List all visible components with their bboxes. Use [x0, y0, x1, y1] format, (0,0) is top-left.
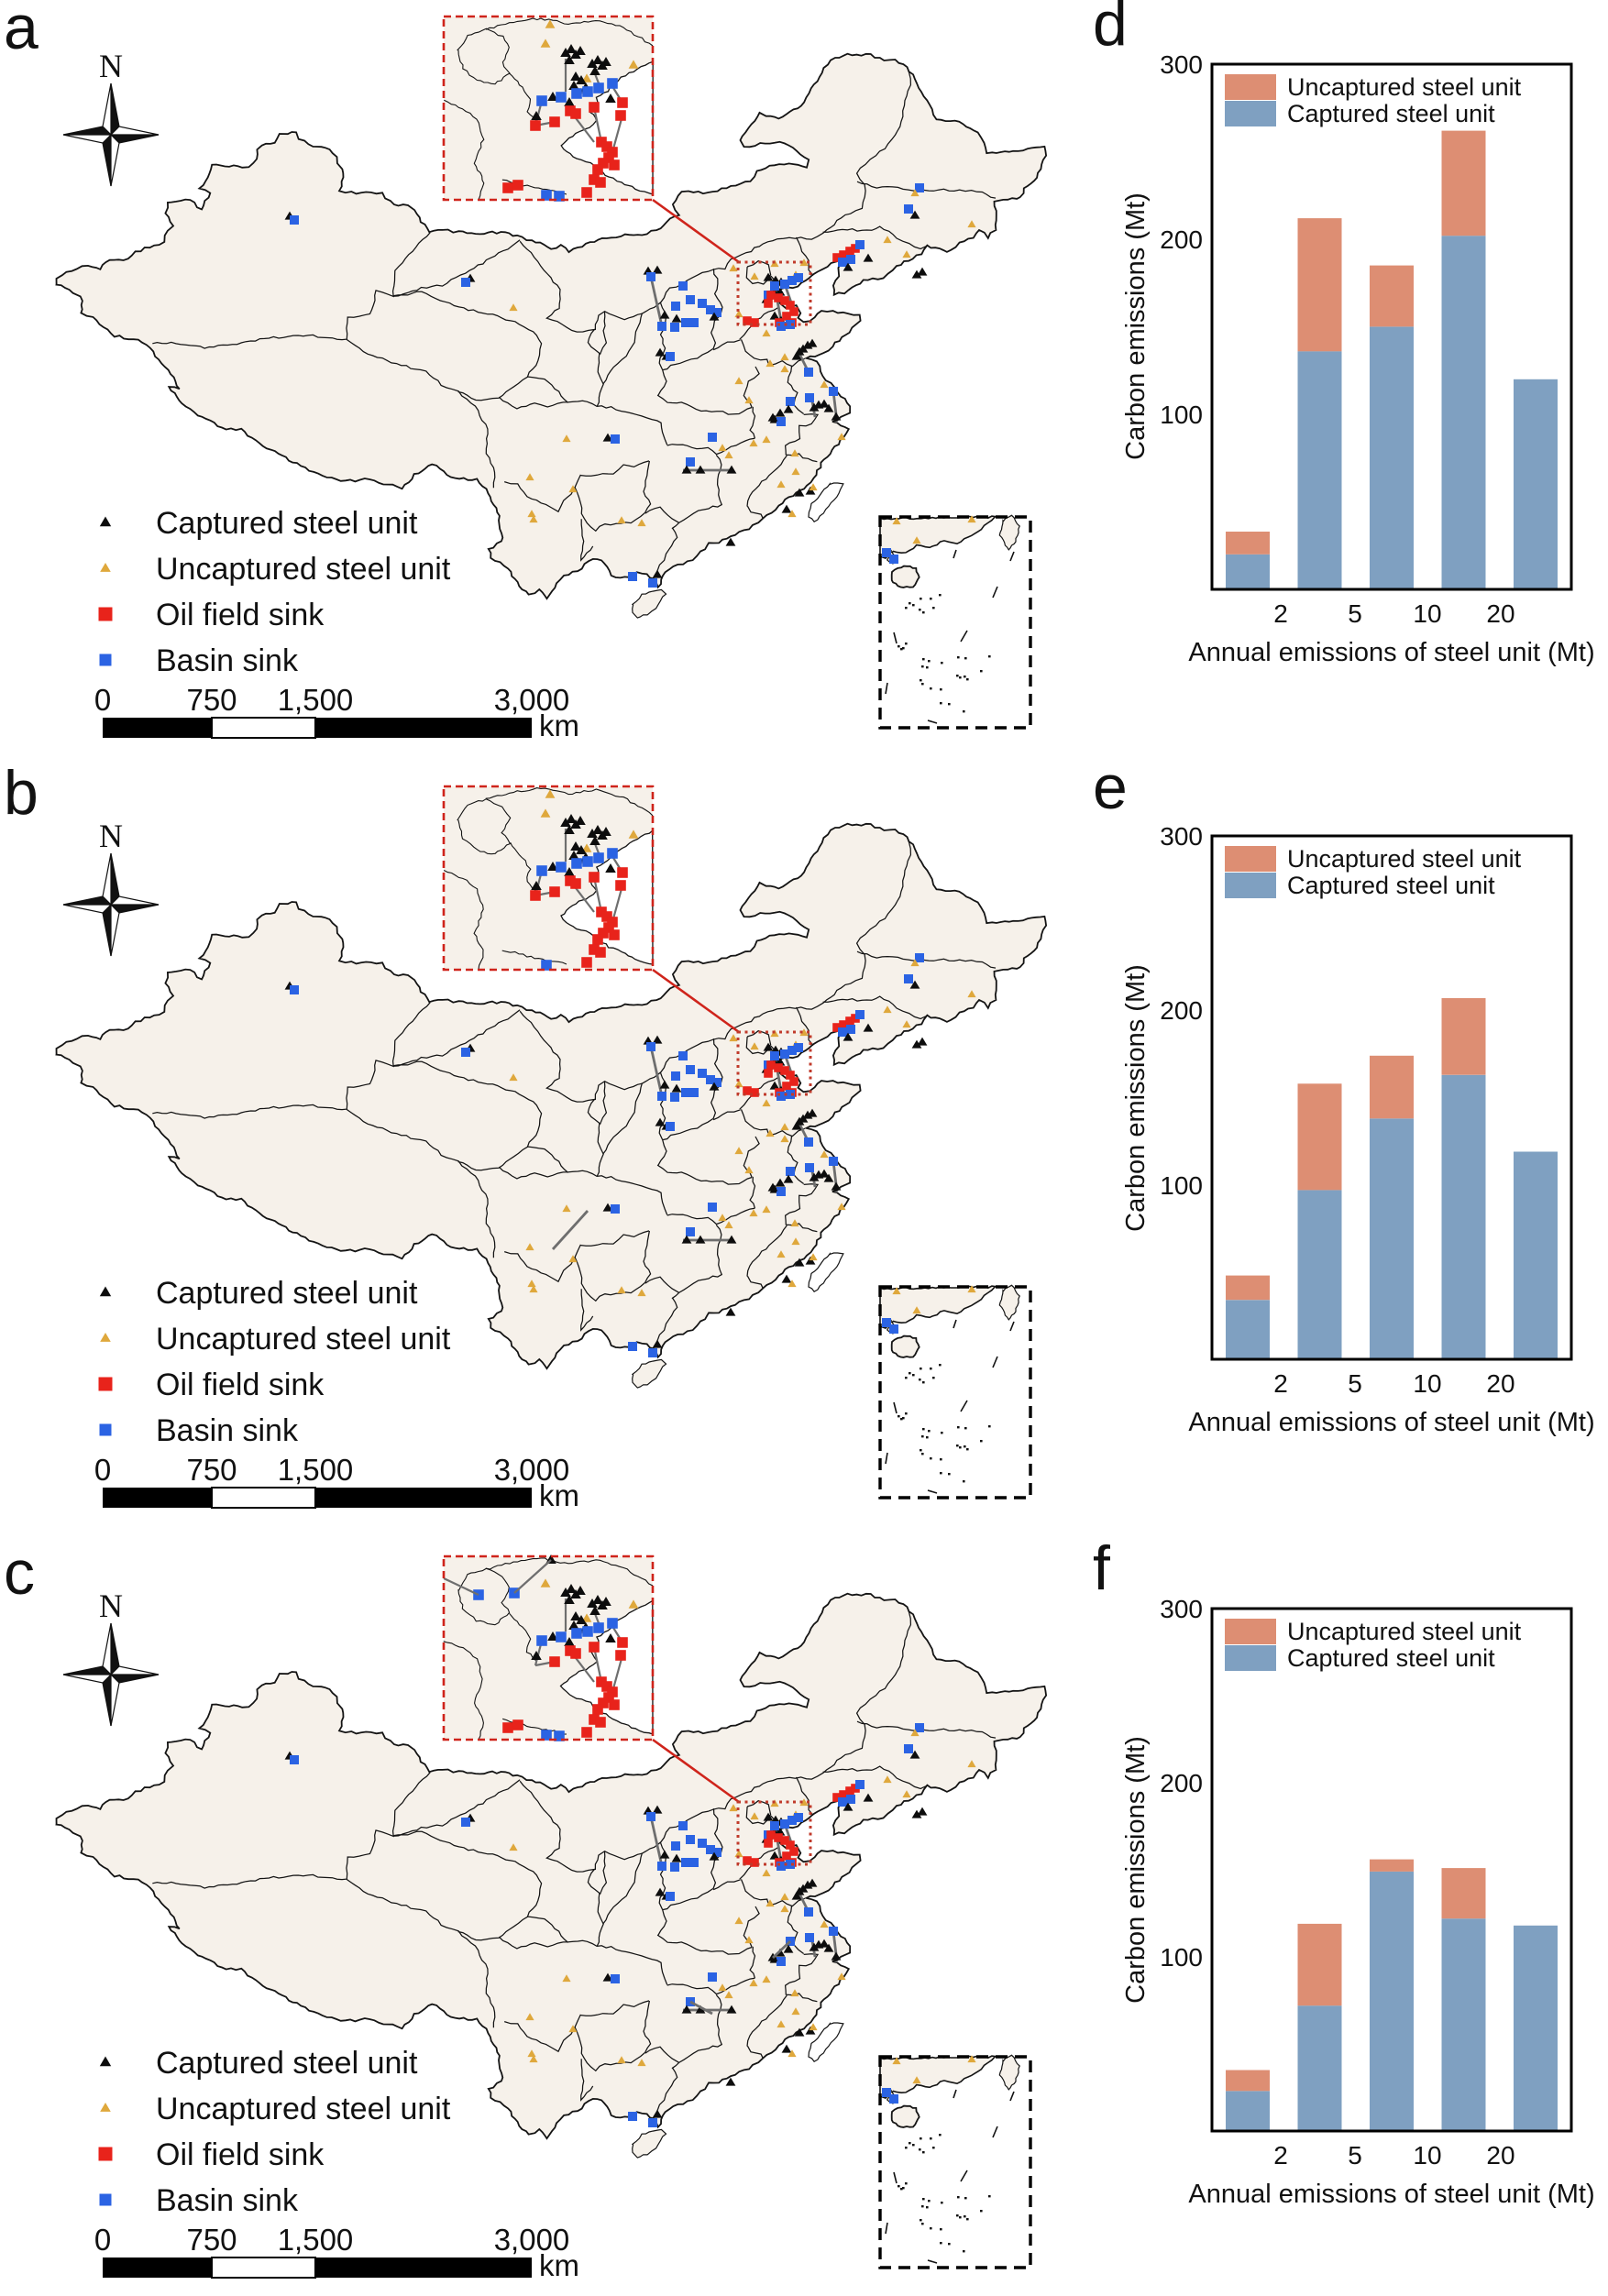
- svg-text:Uncaptured steel unit: Uncaptured steel unit: [1287, 845, 1522, 873]
- svg-text:Captured steel unit: Captured steel unit: [1287, 1644, 1495, 1672]
- svg-text:10: 10: [1413, 599, 1441, 628]
- svg-text:200: 200: [1160, 996, 1203, 1025]
- svg-text:10: 10: [1413, 1369, 1441, 1398]
- svg-text:Captured steel unit: Captured steel unit: [1287, 872, 1495, 899]
- svg-text:5: 5: [1348, 2141, 1362, 2170]
- svg-text:2: 2: [1273, 599, 1288, 628]
- svg-text:200: 200: [1160, 225, 1203, 254]
- svg-text:20: 20: [1486, 2141, 1514, 2170]
- svg-text:c: c: [4, 1538, 35, 1608]
- svg-text:300: 300: [1160, 50, 1203, 79]
- svg-text:Carbon emissions (Mt): Carbon emissions (Mt): [1121, 1736, 1151, 2004]
- svg-text:a: a: [4, 0, 39, 62]
- svg-text:200: 200: [1160, 1769, 1203, 1797]
- svg-text:Annual emissions of steel unit: Annual emissions of steel unit (Mt): [1188, 2180, 1594, 2209]
- svg-text:e: e: [1093, 753, 1128, 822]
- svg-text:300: 300: [1160, 822, 1203, 851]
- svg-text:100: 100: [1160, 1943, 1203, 1972]
- svg-text:Carbon emissions (Mt): Carbon emissions (Mt): [1121, 192, 1151, 460]
- svg-text:f: f: [1093, 1533, 1110, 1603]
- svg-text:Uncaptured steel unit: Uncaptured steel unit: [1287, 1618, 1522, 1645]
- svg-text:100: 100: [1160, 401, 1203, 429]
- svg-text:Carbon emissions (Mt): Carbon emissions (Mt): [1121, 964, 1151, 1232]
- svg-text:20: 20: [1486, 599, 1514, 628]
- svg-text:Uncaptured steel unit: Uncaptured steel unit: [1287, 73, 1522, 101]
- svg-text:Annual emissions of steel unit: Annual emissions of steel unit (Mt): [1188, 638, 1594, 667]
- svg-text:10: 10: [1413, 2141, 1441, 2170]
- svg-text:d: d: [1093, 0, 1128, 59]
- svg-text:2: 2: [1273, 1369, 1288, 1398]
- svg-text:5: 5: [1348, 1369, 1362, 1398]
- svg-text:Captured steel unit: Captured steel unit: [1287, 100, 1495, 127]
- svg-text:300: 300: [1160, 1595, 1203, 1623]
- svg-text:20: 20: [1486, 1369, 1514, 1398]
- svg-text:b: b: [4, 758, 39, 828]
- svg-text:5: 5: [1348, 599, 1362, 628]
- svg-text:100: 100: [1160, 1171, 1203, 1200]
- svg-text:Annual emissions of steel unit: Annual emissions of steel unit (Mt): [1188, 1408, 1594, 1437]
- svg-text:2: 2: [1273, 2141, 1288, 2170]
